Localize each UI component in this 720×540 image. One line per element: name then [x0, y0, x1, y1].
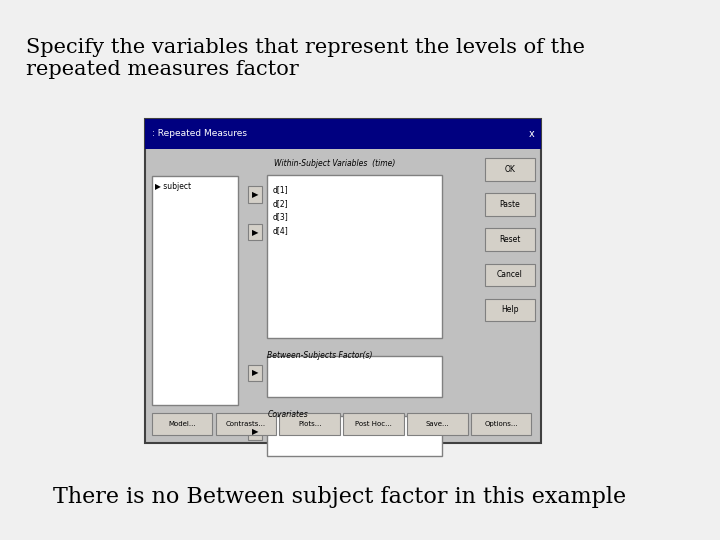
Text: Within-Subject Variables  (time): Within-Subject Variables (time) — [274, 159, 395, 168]
Text: d[2]: d[2] — [273, 199, 288, 208]
Bar — [343, 413, 404, 435]
Bar — [485, 193, 535, 216]
Bar — [279, 413, 340, 435]
Bar — [248, 224, 262, 240]
Bar — [485, 264, 535, 286]
Text: Help: Help — [501, 306, 519, 314]
Bar — [145, 119, 541, 148]
Text: Reset: Reset — [500, 235, 521, 244]
Bar — [471, 413, 531, 435]
Text: Post Hoc...: Post Hoc... — [355, 421, 392, 427]
Bar — [485, 299, 535, 321]
Bar — [267, 416, 442, 456]
Text: Plots...: Plots... — [298, 421, 322, 427]
Text: d[1]: d[1] — [273, 185, 288, 194]
Text: Paste: Paste — [500, 200, 521, 209]
Bar — [248, 186, 262, 202]
Bar — [152, 176, 238, 405]
FancyBboxPatch shape — [145, 119, 541, 443]
Text: Between-Subjects Factor(s): Between-Subjects Factor(s) — [267, 351, 373, 360]
Bar — [267, 176, 442, 338]
Text: ▶: ▶ — [251, 190, 258, 199]
Bar — [485, 228, 535, 251]
Text: : Repeated Measures: : Repeated Measures — [152, 129, 247, 138]
Text: OK: OK — [505, 165, 516, 174]
Text: Save...: Save... — [426, 421, 449, 427]
Text: x: x — [528, 129, 534, 139]
Bar — [485, 158, 535, 181]
Bar — [407, 413, 468, 435]
Text: Options...: Options... — [485, 421, 518, 427]
Bar — [267, 356, 442, 397]
Text: ▶: ▶ — [251, 368, 258, 377]
Text: d[4]: d[4] — [273, 226, 289, 235]
Text: ▶: ▶ — [251, 428, 258, 436]
Bar — [248, 424, 262, 440]
Text: ▶: ▶ — [251, 228, 258, 237]
Bar — [152, 413, 212, 435]
Text: ▶ subject: ▶ subject — [155, 182, 192, 191]
Text: Specify the variables that represent the levels of the
repeated measures factor: Specify the variables that represent the… — [27, 38, 585, 79]
Text: Cancel: Cancel — [497, 271, 523, 279]
Text: Covariates: Covariates — [267, 410, 308, 420]
Text: There is no Between subject factor in this example: There is no Between subject factor in th… — [53, 485, 626, 508]
Text: Model...: Model... — [168, 421, 196, 427]
Bar — [216, 413, 276, 435]
Text: d[3]: d[3] — [273, 212, 289, 221]
Text: Contrasts...: Contrasts... — [226, 421, 266, 427]
Bar — [248, 364, 262, 381]
